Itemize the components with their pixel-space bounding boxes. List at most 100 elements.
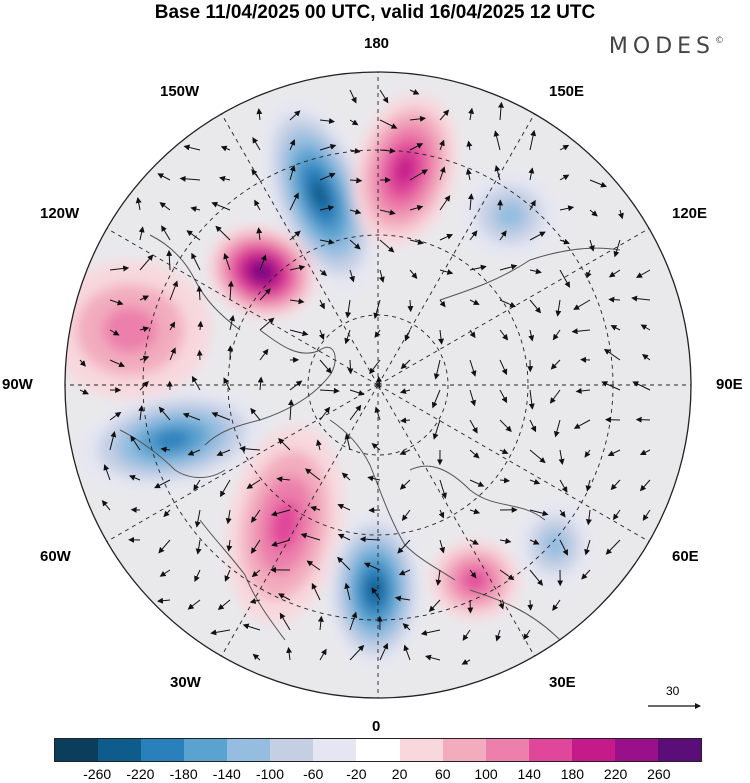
- wind-vector: [499, 389, 508, 404]
- wind-vector: [498, 599, 505, 610]
- wind-vector: [246, 479, 261, 489]
- wind-vector: [439, 539, 446, 554]
- wind-vector: [469, 389, 477, 407]
- wind-vector: [529, 539, 540, 545]
- wind-vector: [289, 110, 301, 121]
- wind-vector: [223, 377, 231, 391]
- wind-vector: [139, 380, 149, 391]
- wind-vector: [371, 587, 381, 601]
- wind-vector: [289, 298, 305, 305]
- wind-vector: [641, 354, 651, 361]
- wind-vector: [559, 144, 570, 151]
- wind-vector: [306, 560, 321, 571]
- wind-vector: [317, 615, 324, 631]
- wind-vector: [467, 193, 474, 211]
- wind-vector: [135, 197, 142, 211]
- wind-vector: [469, 508, 481, 515]
- wind-vector: [439, 109, 450, 121]
- wind-vector: [584, 539, 591, 556]
- wind-vector: [399, 479, 411, 490]
- wind-vector: [367, 475, 381, 482]
- wind-vector: [435, 569, 442, 586]
- wind-vector: [257, 376, 264, 391]
- wind-vector: [219, 175, 231, 182]
- wind-vector: [438, 329, 445, 345]
- colorbar-tick-label: 60: [435, 766, 451, 782]
- wind-vector: [79, 388, 89, 395]
- wind-vector: [558, 449, 565, 465]
- anomaly-contour: [153, 430, 191, 450]
- colorbar-tick-label: 20: [391, 766, 408, 782]
- wind-vector: [139, 355, 150, 362]
- wind-vector: [401, 509, 411, 522]
- wind-vector: [219, 479, 231, 498]
- wind-vector: [589, 179, 607, 188]
- wind-vector: [559, 539, 568, 556]
- wind-vector: [79, 359, 86, 367]
- wind-vector: [559, 509, 566, 518]
- wind-vector: [250, 407, 261, 421]
- wind-vector: [439, 269, 454, 275]
- wind-vector: [585, 509, 592, 526]
- colorbar-tick-label: 260: [647, 766, 671, 782]
- colorbar-tick-label: -220: [126, 766, 155, 782]
- colorbar-swatch: [227, 739, 271, 761]
- wind-vector: [409, 89, 420, 95]
- wind-vector: [239, 445, 261, 452]
- wind-vector: [529, 569, 544, 586]
- wind-vector: [403, 644, 411, 661]
- meridian-line: [377, 224, 656, 386]
- wind-vector: [432, 419, 441, 440]
- lon-label-180: 180: [364, 35, 390, 52]
- wind-vector: [529, 299, 542, 314]
- wind-vector: [276, 476, 291, 483]
- wind-vector: [289, 264, 306, 271]
- wind-vector: [527, 599, 534, 611]
- wind-vector: [289, 230, 301, 241]
- wind-vector: [139, 295, 150, 301]
- wind-vector: [493, 130, 501, 151]
- wind-vector: [193, 479, 201, 491]
- colorbar: [54, 738, 702, 762]
- anomaly-fields: [65, 94, 593, 668]
- wind-vector: [349, 89, 357, 104]
- wind-vector: [573, 419, 591, 429]
- brand-text: MODES: [608, 34, 715, 59]
- wind-vector: [409, 269, 418, 279]
- wind-vector: [109, 359, 126, 367]
- wind-vector: [319, 118, 335, 125]
- wind-vector: [130, 435, 141, 451]
- wind-vector: [555, 299, 562, 317]
- wind-vector: [529, 268, 542, 275]
- wind-vector: [528, 167, 535, 181]
- anomaly-contour: [542, 530, 568, 560]
- wind-vector: [379, 239, 395, 253]
- wind-vector: [439, 195, 451, 211]
- map-title: Base 11/04/2025 00 UTC, valid 16/04/2025…: [154, 2, 596, 23]
- wind-vector: [349, 208, 362, 215]
- wind-vector: [227, 280, 234, 301]
- wind-vector: [166, 249, 173, 271]
- meridian-line: [377, 384, 656, 546]
- meridian-line: [100, 224, 379, 386]
- wind-vector: [499, 329, 509, 341]
- wind-vector: [349, 611, 358, 631]
- wind-vector: [374, 406, 381, 421]
- wind-vector: [461, 659, 471, 665]
- lon-label-60w: 60W: [40, 548, 71, 565]
- wind-vector: [103, 464, 111, 481]
- wind-vector: [196, 285, 203, 301]
- wind-vector: [529, 199, 536, 211]
- anomaly-contour: [102, 307, 158, 353]
- wind-vector: [499, 230, 507, 241]
- wind-vector: [159, 202, 171, 211]
- wind-vector: [289, 139, 296, 151]
- wind-vector: [319, 205, 335, 212]
- wind-vector: [179, 175, 201, 182]
- wind-vector: [379, 209, 396, 216]
- wind-vector: [469, 329, 476, 339]
- wind-vector: [559, 269, 570, 288]
- wind-vector: [341, 472, 351, 481]
- wind-vector: [252, 137, 261, 151]
- colorbar-swatch: [528, 739, 572, 761]
